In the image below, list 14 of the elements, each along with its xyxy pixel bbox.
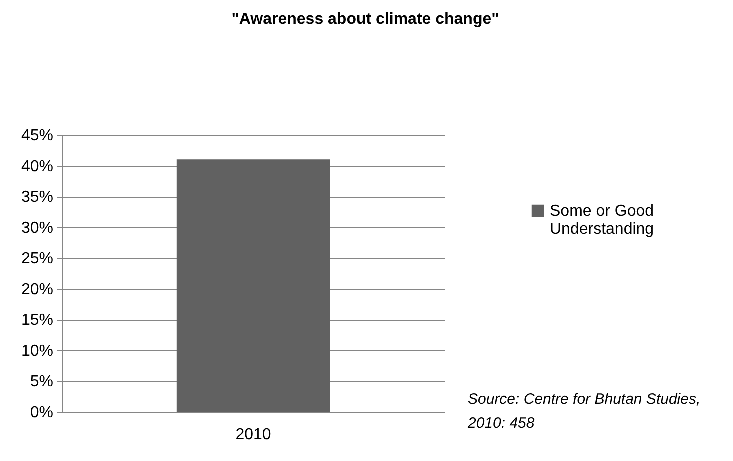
y-tick-label: 5% xyxy=(30,374,54,391)
chart-title: "Awareness about climate change" xyxy=(232,11,500,28)
y-tick-label: 45% xyxy=(21,128,54,144)
x-tick-label: 2010 xyxy=(236,426,272,444)
y-tick-label: 10% xyxy=(21,342,54,360)
y-tick-label: 20% xyxy=(21,281,54,298)
y-tick-label: 15% xyxy=(21,312,54,330)
legend-label: Some or Good Understanding xyxy=(550,203,654,238)
y-tick-label: 40% xyxy=(21,158,54,176)
source-note: Source: Centre for Bhutan Studies, 2010: 458 xyxy=(468,390,702,434)
y-tick-label: 0% xyxy=(30,404,54,422)
y-tick-label: 35% xyxy=(21,189,54,206)
y-tick-label: 25% xyxy=(21,250,54,268)
y-tick-label: 30% xyxy=(21,220,54,237)
